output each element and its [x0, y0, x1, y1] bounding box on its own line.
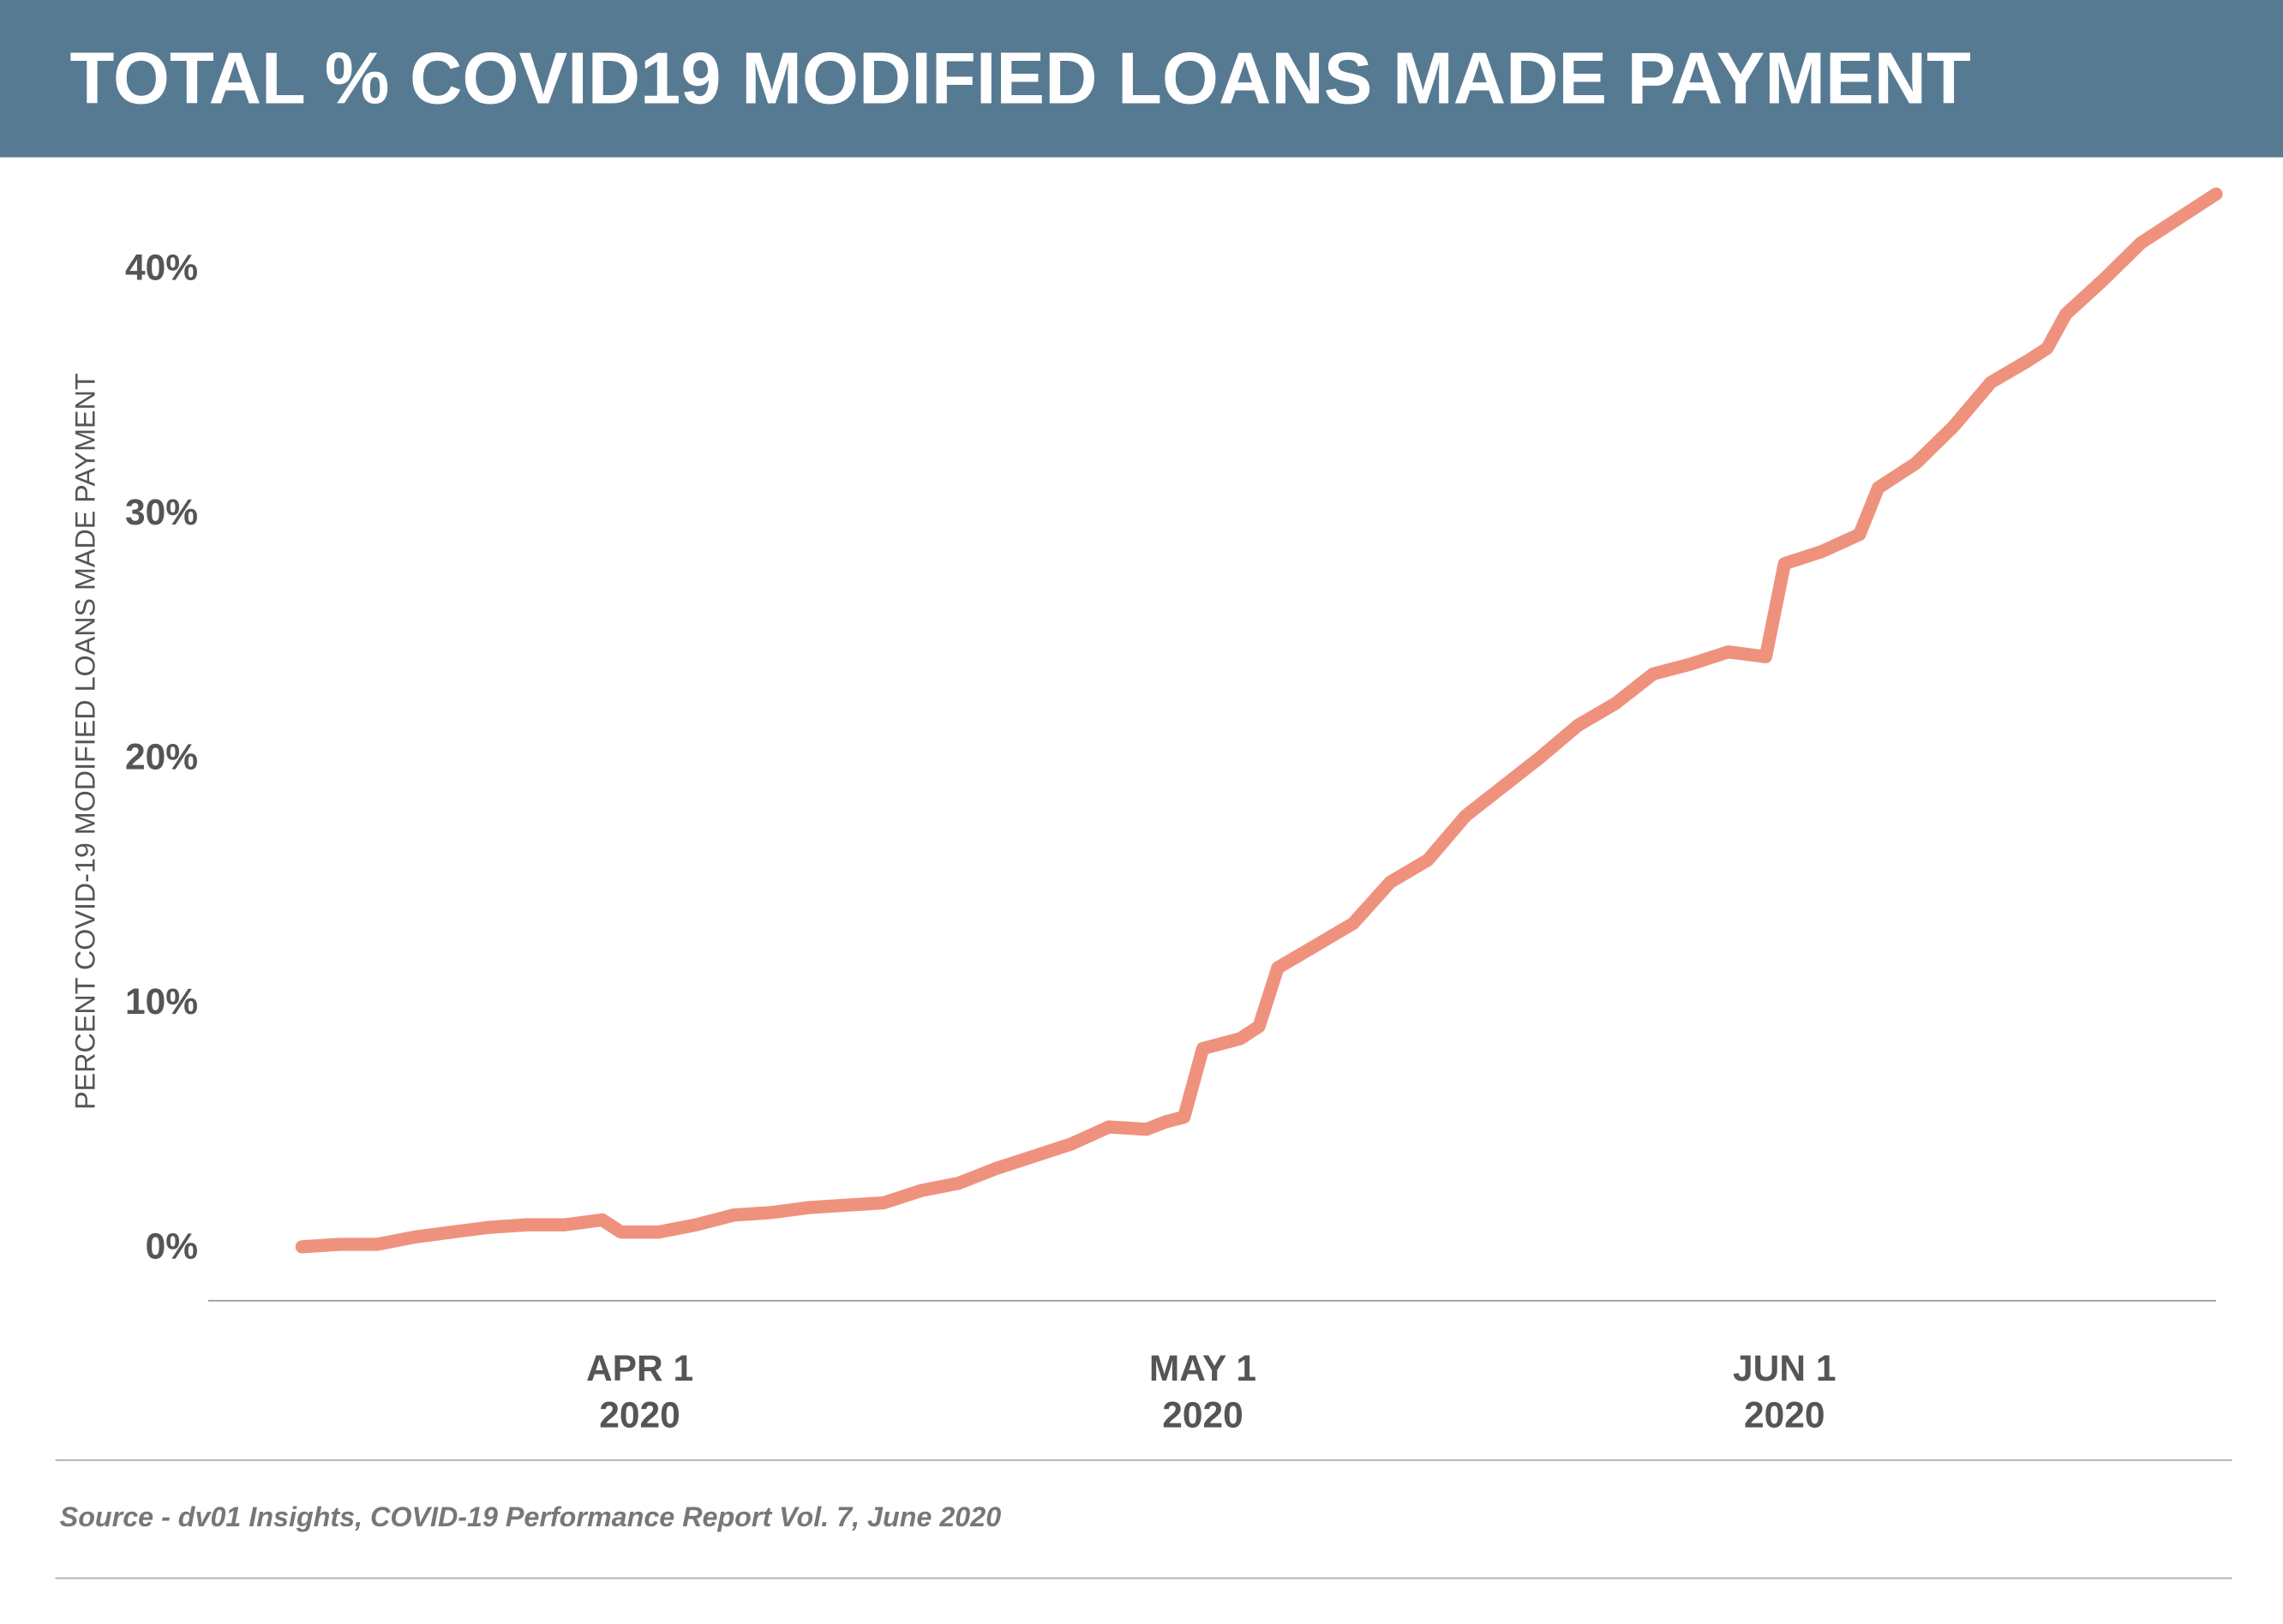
y-tick-label: 30% [125, 492, 199, 533]
chart-title: TOTAL % COVID19 MODIFIED LOANS MADE PAYM… [69, 38, 1971, 120]
y-tick-label: 40% [125, 247, 199, 288]
x-tick-label: JUN 1 2020 [1733, 1348, 1837, 1436]
y-tick-label: 0% [145, 1226, 199, 1267]
x-tick-label: APR 1 2020 [585, 1348, 694, 1436]
separator [55, 1459, 2232, 1461]
x-tick-label: MAY 1 2020 [1148, 1348, 1257, 1436]
separator [55, 1577, 2232, 1579]
y-tick-label: 10% [125, 981, 199, 1022]
title-bar [0, 0, 2283, 158]
data-line [295, 187, 2223, 1254]
y-tick-label: 20% [125, 736, 199, 778]
source-note: Source - dv01 Insights, COVID-19 Perform… [59, 1502, 1002, 1534]
